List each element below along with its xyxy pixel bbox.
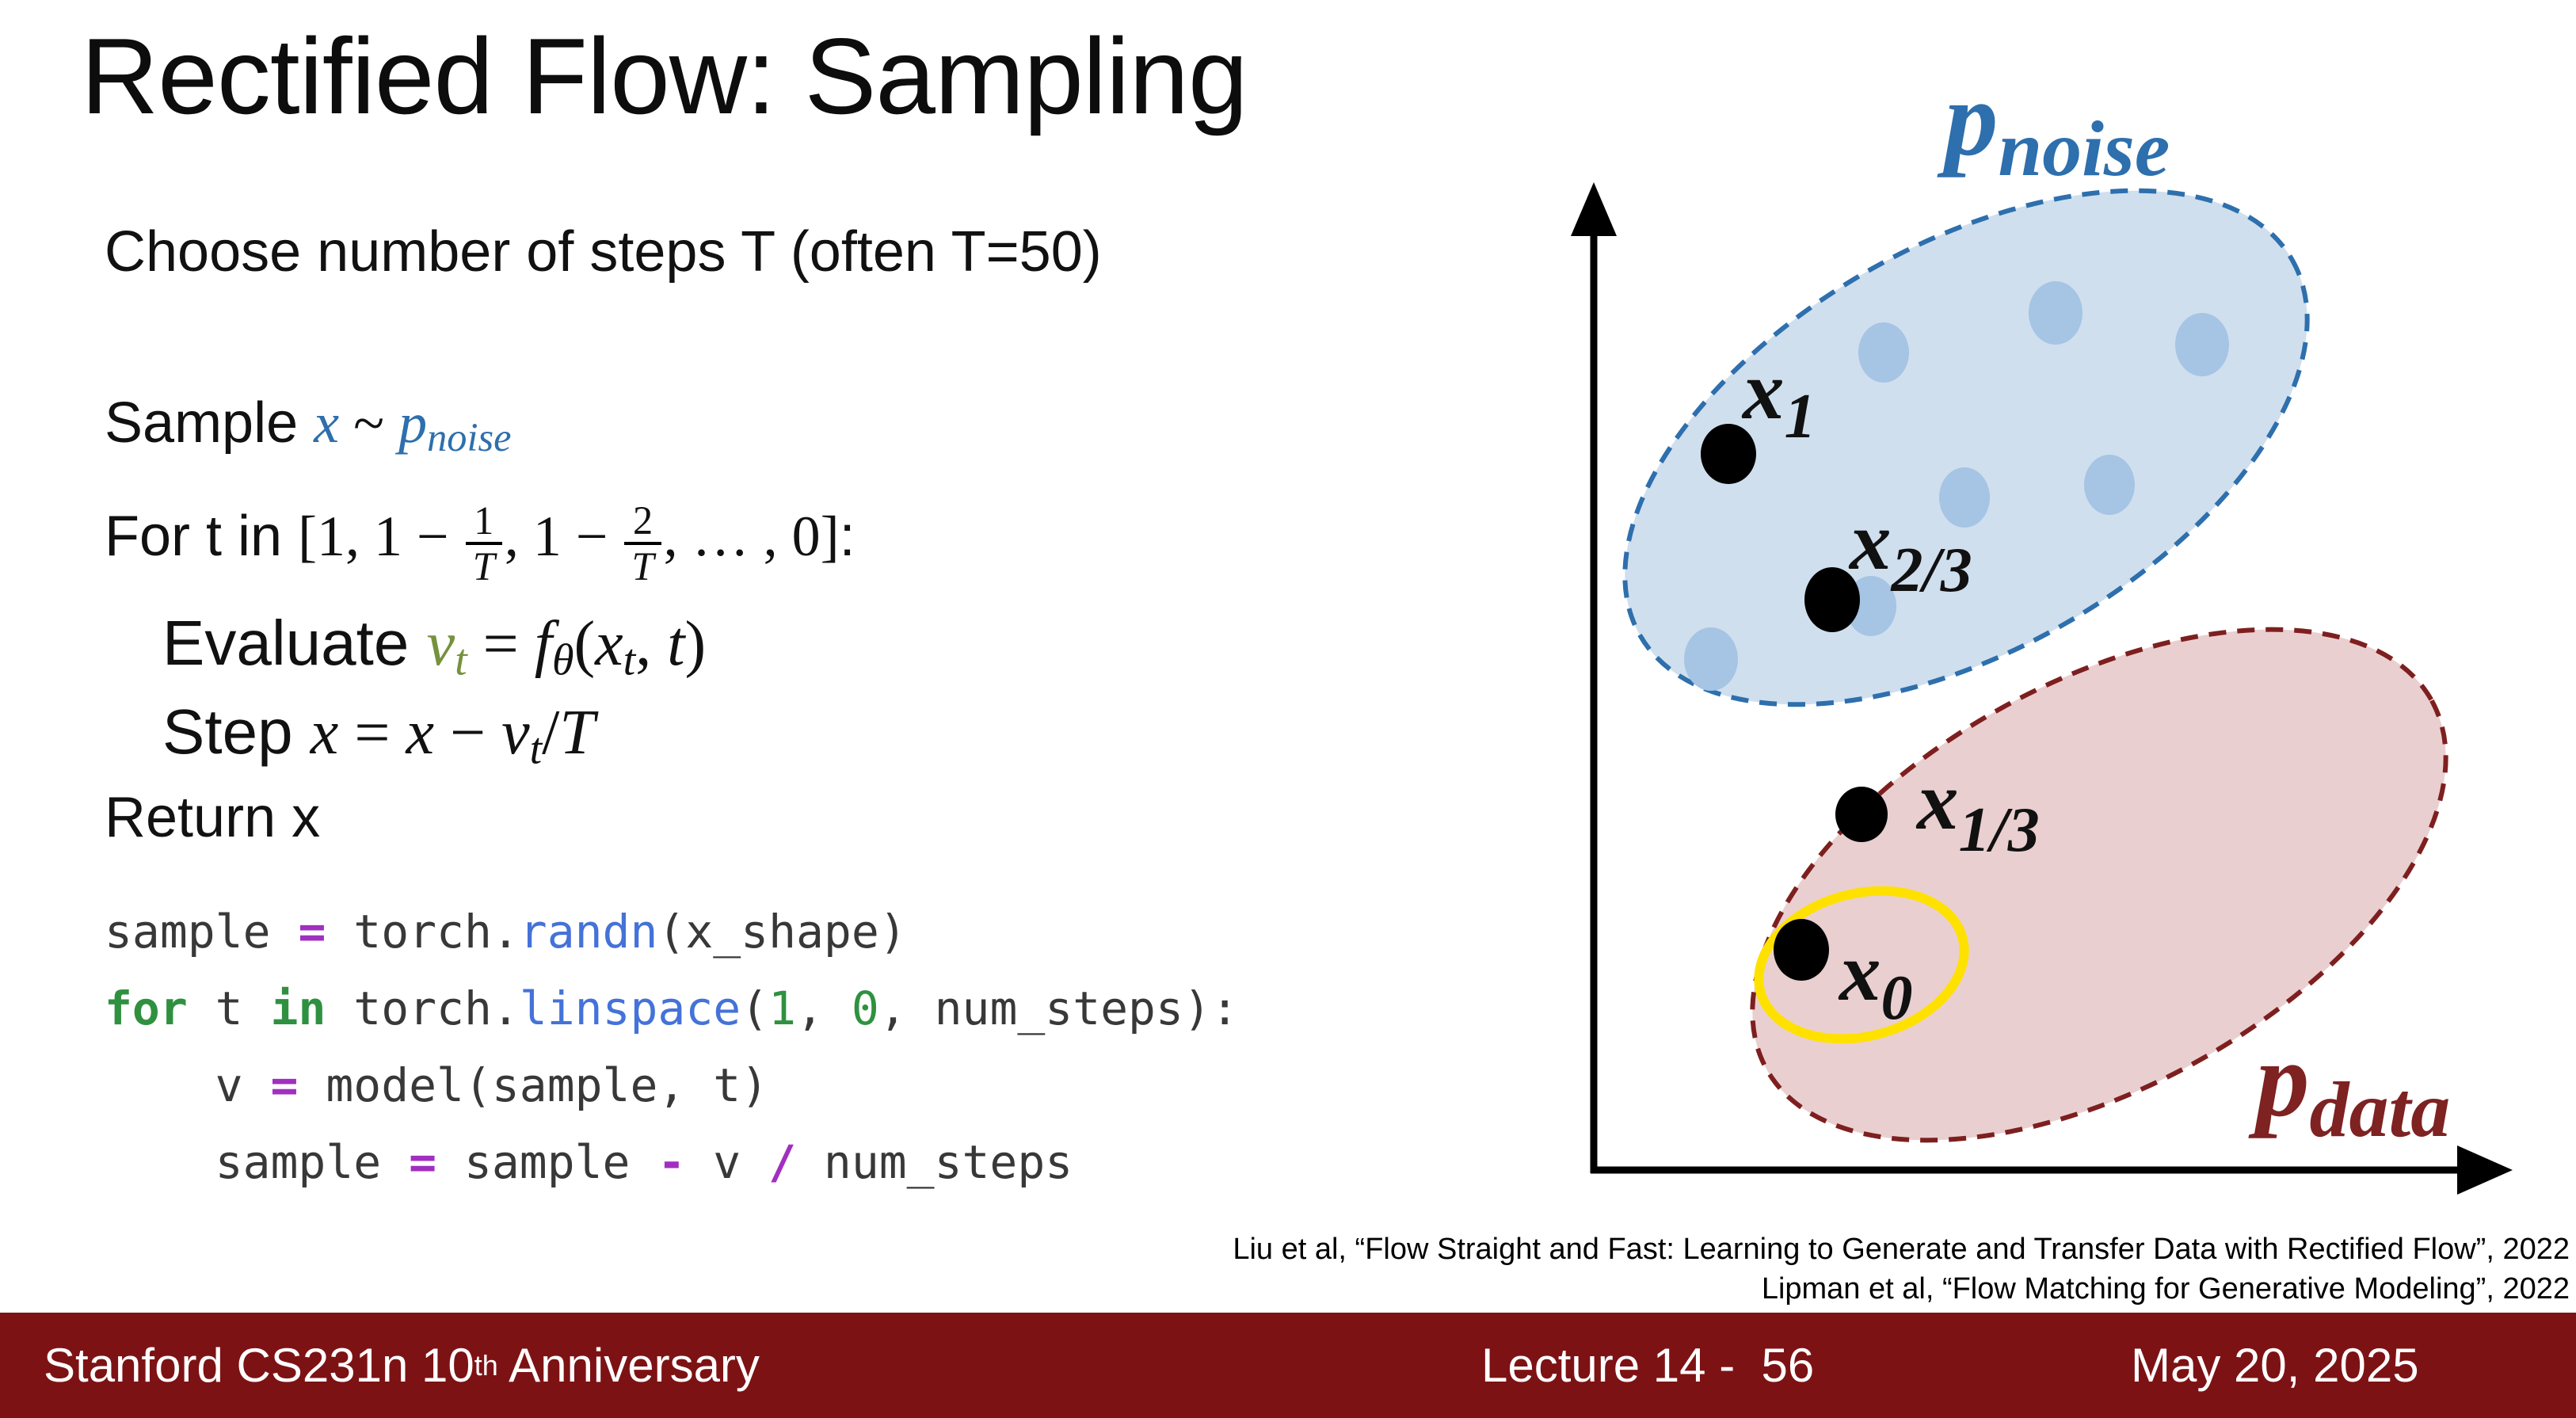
code-line: sample = torch.randn(x_shape): [105, 905, 907, 959]
return-line: Return x: [105, 786, 321, 849]
label-x13: x1/3: [1915, 754, 2040, 865]
ordinal-suffix: th: [474, 1348, 498, 1382]
footer-lecture-number: Lecture 14 - 56: [1481, 1339, 1815, 1392]
noise-sample-dots: [1684, 281, 2229, 691]
citation-line: Lipman et al, “Flow Matching for Generat…: [1761, 1272, 2570, 1306]
code-line: v = model(sample, t): [105, 1058, 769, 1112]
sample-line: Sample x ~ pnoise: [105, 391, 512, 460]
code-line: sample = sample - v / num_steps: [105, 1135, 1073, 1189]
footer-date: May 20, 2025: [2131, 1339, 2419, 1392]
trajectory-points: [1701, 424, 1888, 981]
noise-distribution-label: pnoise: [1937, 60, 2170, 192]
x-axis-arrowhead: [2457, 1145, 2513, 1195]
axes: [1571, 182, 2513, 1195]
evaluate-line: Evaluate vt = fθ(xt, t): [162, 608, 707, 685]
choose-steps-line: Choose number of steps T (often T=50): [105, 220, 1102, 284]
y-axis-arrowhead: [1571, 182, 1617, 236]
point-x1: [1701, 424, 1756, 484]
code-block: sample = torch.randn(x_shape)for t in to…: [105, 894, 1239, 1201]
point-x23: [1804, 567, 1860, 632]
label-x23: x2/3: [1848, 494, 1972, 605]
point-x13: [1835, 787, 1888, 842]
label-x1: x1: [1741, 344, 1816, 452]
label-x0: x0: [1838, 925, 1913, 1033]
citation-line: Liu et al, “Flow Straight and Fast: Lear…: [1233, 1233, 2570, 1266]
citations: Liu et al, “Flow Straight and Fast: Lear…: [1233, 1229, 2570, 1309]
noise-distribution-ellipse: [1622, 188, 2310, 707]
data-distribution-label: pdata: [2248, 1021, 2450, 1153]
point-x0: [1774, 919, 1829, 981]
code-line: for t in torch.linspace(1, 0, num_steps)…: [105, 982, 1239, 1035]
highlight-ring: [1754, 886, 1969, 1044]
step-line: Step x = x − vt/T: [162, 696, 595, 774]
slide-title: Rectified Flow: Sampling: [81, 16, 1248, 136]
